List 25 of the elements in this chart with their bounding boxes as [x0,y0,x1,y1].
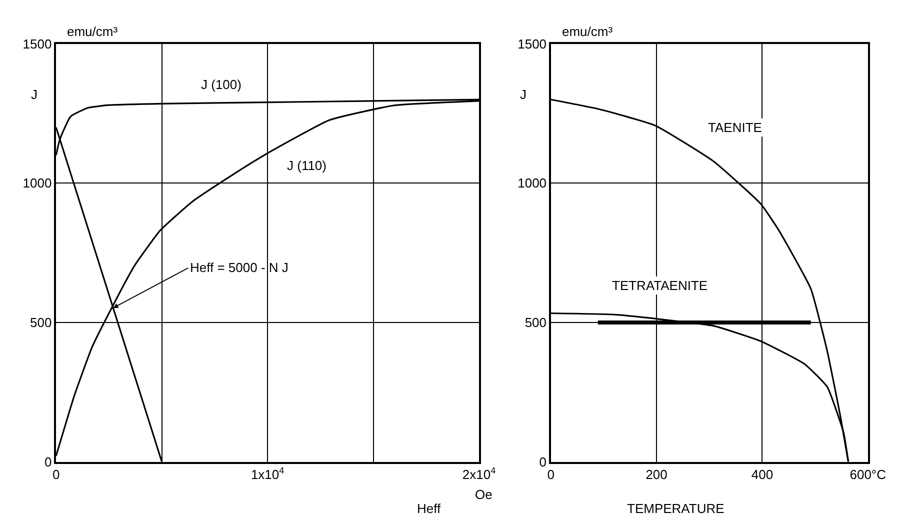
y-tick-label: 1000 [518,176,547,191]
y-tick-label: 0 [539,454,547,470]
annotation: Heff = 5000 - N J [190,260,288,275]
y-axis-title: J [520,87,526,102]
text: Oe [475,487,492,502]
annotation: TAENITE [708,120,762,135]
y-tick-label: 1000 [22,176,52,191]
x-tick-label: 400 [751,467,774,482]
y-tick-label: 0 [44,454,52,470]
x-tick-label: 600°C [850,467,886,482]
x-tick-label: 1x10$^{4}$ [250,466,284,482]
y-tick-label: 500 [30,315,52,330]
text: emu/cm³ [562,24,614,39]
x-axis-title: Heff [417,501,441,516]
y-tick-label: 1500 [518,36,547,52]
x-tick-label: 2x10$^{4}$ [462,466,496,482]
annotation: J (100) [201,77,242,92]
y-axis-title: J [31,87,38,102]
annotation: TETRATAENITE [612,278,708,293]
text: emu/cm³ [67,24,118,39]
x-axis-title: TEMPERATURE [627,501,725,516]
annotation: J (110) [287,158,326,173]
y-tick-label: 1500 [22,36,52,52]
x-tick-label: 200 [646,467,668,482]
y-tick-label: 500 [524,315,547,330]
